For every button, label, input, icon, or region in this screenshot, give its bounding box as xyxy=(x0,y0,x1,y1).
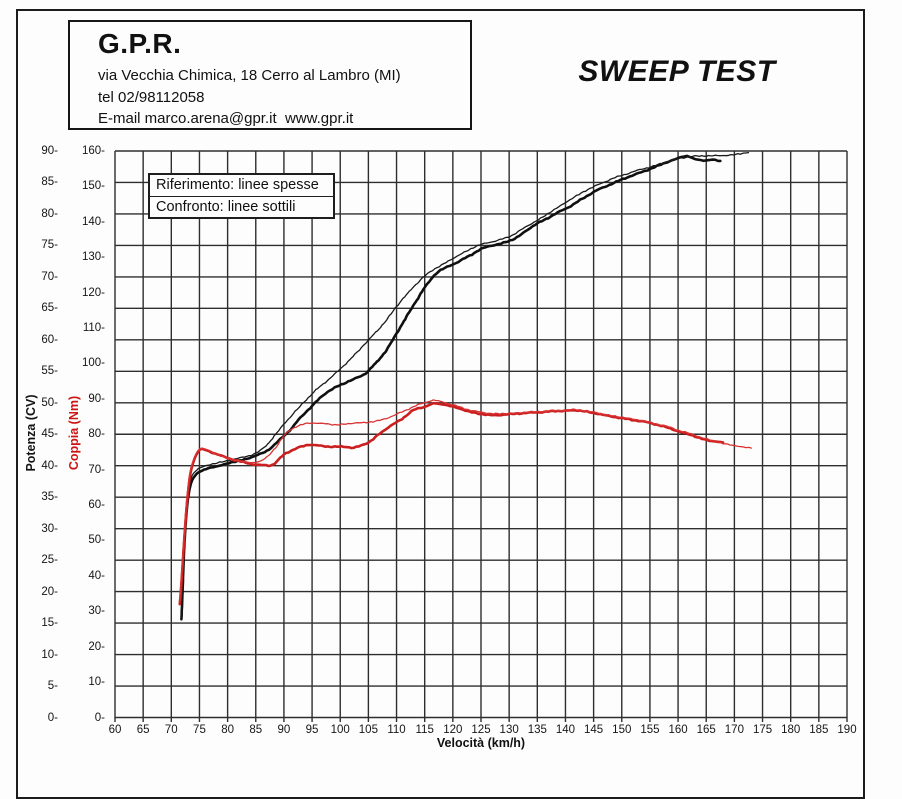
torque-tick-label: 50- xyxy=(88,534,105,547)
sweep-test-chart xyxy=(114,150,848,722)
torque-tick-label: 0- xyxy=(94,711,105,724)
power-tick-label: 30- xyxy=(41,522,58,535)
power-tick-label: 20- xyxy=(41,585,58,598)
power-tick-label: 50- xyxy=(41,396,58,409)
torque-tick-label: 100- xyxy=(81,357,105,370)
power-tick-label: 60- xyxy=(41,333,58,346)
power-tick-label: 40- xyxy=(41,459,58,472)
x-tick-label: 175 xyxy=(752,724,773,736)
power-tick-label: 35- xyxy=(41,491,58,504)
torque-tick-label: 130- xyxy=(81,251,105,264)
company-info-box: G.P.R. via Vecchia Chimica, 18 Cerro al … xyxy=(68,20,472,130)
x-tick-label: 115 xyxy=(415,724,434,736)
power-tick-label: 0- xyxy=(47,711,58,724)
power-tick-label: 70- xyxy=(41,270,58,283)
torque-tick-label: 150- xyxy=(81,180,105,193)
series-power-comparison xyxy=(180,151,750,620)
x-axis-title: Velocità (km/h) xyxy=(436,736,526,750)
torque-tick-label: 120- xyxy=(81,286,105,299)
torque-tick-label: 90- xyxy=(88,392,105,405)
x-tick-label: 85 xyxy=(249,724,263,736)
x-tick-label: 180 xyxy=(781,724,801,736)
x-tick-label: 140 xyxy=(555,724,576,736)
company-phone: tel 02/98112058 xyxy=(98,88,205,106)
power-tick-label: 45- xyxy=(41,428,58,441)
grid xyxy=(114,150,848,722)
legend-reference: Riferimento: linee spesse xyxy=(156,177,319,193)
power-tick-label: 15- xyxy=(41,617,58,630)
series-power-reference xyxy=(180,154,722,621)
power-tick-label: 65- xyxy=(41,302,58,315)
power-tick-label: 10- xyxy=(41,648,58,661)
x-tick-label: 160 xyxy=(668,724,688,736)
x-tick-label: 100 xyxy=(330,724,350,736)
legend-box: Riferimento: linee spesse Confronto: lin… xyxy=(148,173,335,219)
x-tick-label: 165 xyxy=(696,724,716,736)
curves xyxy=(178,151,752,621)
power-tick-label: 25- xyxy=(41,554,58,567)
torque-tick-label: 20- xyxy=(88,640,105,653)
torque-tick-label: 80- xyxy=(88,428,105,441)
x-tick-label: 145 xyxy=(584,724,604,736)
torque-tick-label: 30- xyxy=(88,605,105,618)
torque-tick-label: 10- xyxy=(88,676,105,689)
power-tick-label: 80- xyxy=(41,207,58,220)
x-tick-label: 60 xyxy=(108,724,122,736)
power-tick-label: 75- xyxy=(41,239,58,252)
x-tick-label: 110 xyxy=(387,724,406,736)
power-tick-label: 5- xyxy=(47,680,58,693)
torque-tick-label: 70- xyxy=(88,463,105,476)
x-tick-label: 90 xyxy=(277,724,291,736)
x-tick-label: 80 xyxy=(221,724,234,736)
series-torque-reference xyxy=(178,401,725,606)
x-tick-label: 75 xyxy=(193,724,206,736)
x-tick-label: 150 xyxy=(612,724,632,736)
x-tick-label: 190 xyxy=(837,724,857,736)
company-name: G.P.R. xyxy=(98,28,182,59)
power-tick-label: 90- xyxy=(41,145,58,157)
company-address: via Vecchia Chimica, 18 Cerro al Lambro … xyxy=(98,67,401,84)
torque-tick-label: 40- xyxy=(88,569,105,582)
x-tick-label: 70 xyxy=(164,724,178,736)
torque-tick-label: 160- xyxy=(81,145,105,157)
x-tick-label: 155 xyxy=(640,724,660,736)
x-tick-label: 105 xyxy=(358,724,378,736)
power-tick-label: 85- xyxy=(41,176,58,189)
x-tick-label: 135 xyxy=(527,724,547,736)
torque-tick-label: 140- xyxy=(81,215,105,228)
x-tick-label: 120 xyxy=(443,724,463,736)
x-tick-label: 170 xyxy=(724,724,744,736)
legend-comparison: Confronto: linee sottili xyxy=(150,196,333,218)
series-torque-comparison xyxy=(179,399,752,602)
company-email: E-mail marco.arena@gpr.it www.gpr.it xyxy=(98,110,354,127)
torque-tick-label: 110- xyxy=(82,322,105,335)
torque-tick-label: 60- xyxy=(88,499,105,512)
page: G.P.R. via Vecchia Chimica, 18 Cerro al … xyxy=(16,9,865,799)
x-tick-label: 65 xyxy=(136,724,150,736)
page-title: SWEEP TEST xyxy=(578,55,776,88)
x-tick-label: 125 xyxy=(471,724,491,736)
x-tick-label: 95 xyxy=(305,724,319,736)
power-tick-label: 55- xyxy=(41,365,58,378)
x-tick-label: 185 xyxy=(809,724,829,736)
x-tick-label: 130 xyxy=(499,724,519,736)
